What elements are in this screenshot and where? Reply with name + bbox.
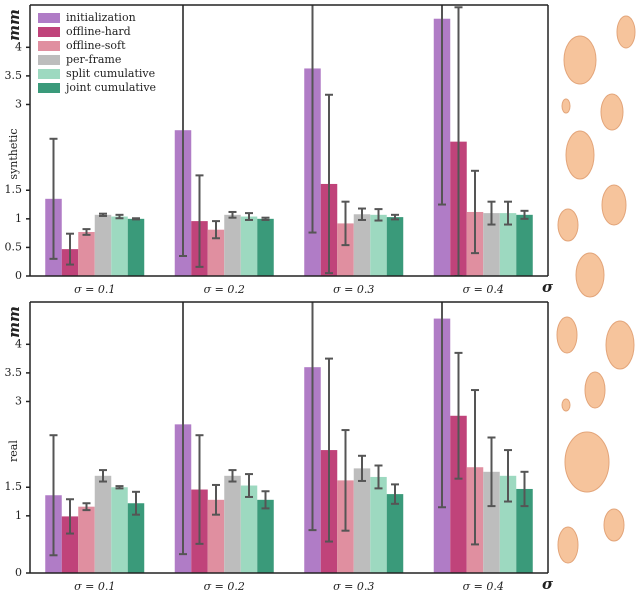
legend-swatch	[38, 27, 60, 37]
x-tick-label: σ = 0.2	[204, 283, 245, 296]
bar	[370, 477, 387, 573]
legend-label: offline-soft	[66, 39, 126, 52]
y-tick-label: 3.5	[5, 69, 23, 82]
x-axis-label: σ	[542, 575, 554, 592]
y-tick-label: 4	[15, 337, 22, 350]
bar	[354, 214, 371, 276]
legend-label: offline-hard	[66, 25, 131, 38]
legend-label: per-frame	[66, 53, 121, 66]
y-tick-label: 3.5	[5, 366, 23, 379]
y-tick-label: 1.5	[5, 480, 23, 493]
bar	[257, 219, 274, 276]
y-unit: mm	[5, 9, 23, 41]
figure: 0 0.5 1 1.5 3 3.5 4 σ = 0.1 σ = 0.2 σ = 0.3 σ = 0.…	[0, 0, 642, 592]
y-tick-label: 1.5	[5, 183, 23, 196]
x-tick-label: σ = 0.2	[204, 580, 245, 592]
x-tick-label: σ = 0.3	[333, 283, 374, 296]
y-tick-label: 0	[15, 566, 22, 579]
y-tick-label: 0.5	[5, 240, 23, 253]
legend-label: split cumulative	[66, 67, 155, 80]
x-tick-label: σ = 0.1	[74, 283, 115, 296]
y-tick-label: 4	[15, 40, 22, 53]
bar	[95, 476, 112, 573]
bar	[224, 476, 241, 573]
y-tick-label: 3	[15, 97, 22, 110]
legend-swatch	[38, 69, 60, 79]
bar	[95, 215, 112, 276]
bar	[111, 217, 128, 276]
y-tick-label: 1	[15, 212, 22, 225]
bar	[387, 217, 404, 276]
y-axis-label: synthetic	[7, 129, 20, 180]
y-unit: mm	[5, 306, 23, 338]
legend-label: initialization	[66, 11, 136, 24]
bar	[370, 215, 387, 276]
hand-images	[557, 16, 635, 563]
legend-swatch	[38, 55, 60, 65]
bar	[257, 500, 274, 573]
y-tick-label: 3	[15, 394, 22, 407]
y-tick-label: 0	[15, 269, 22, 282]
y-tick-label: 1	[15, 509, 22, 522]
bar	[128, 219, 145, 276]
x-tick-label: σ = 0.3	[333, 580, 374, 592]
bar	[387, 494, 404, 573]
bar	[516, 215, 533, 276]
bar	[241, 217, 258, 276]
error-bar	[262, 218, 270, 220]
legend-label: joint cumulative	[64, 81, 156, 94]
bar	[241, 486, 258, 573]
x-tick-label: σ = 0.4	[463, 283, 504, 296]
legend-swatch	[38, 13, 60, 23]
y-axis-label: real	[7, 440, 20, 462]
bar	[224, 215, 241, 276]
bar	[78, 232, 95, 276]
bar	[111, 487, 128, 573]
error-bar	[132, 218, 140, 219]
x-tick-label: σ = 0.1	[74, 580, 115, 592]
legend-swatch	[38, 83, 60, 93]
x-tick-label: σ = 0.4	[463, 580, 504, 592]
bar	[78, 507, 95, 573]
x-axis-label: σ	[542, 278, 554, 296]
bar	[354, 468, 371, 573]
legend-swatch	[38, 41, 60, 51]
